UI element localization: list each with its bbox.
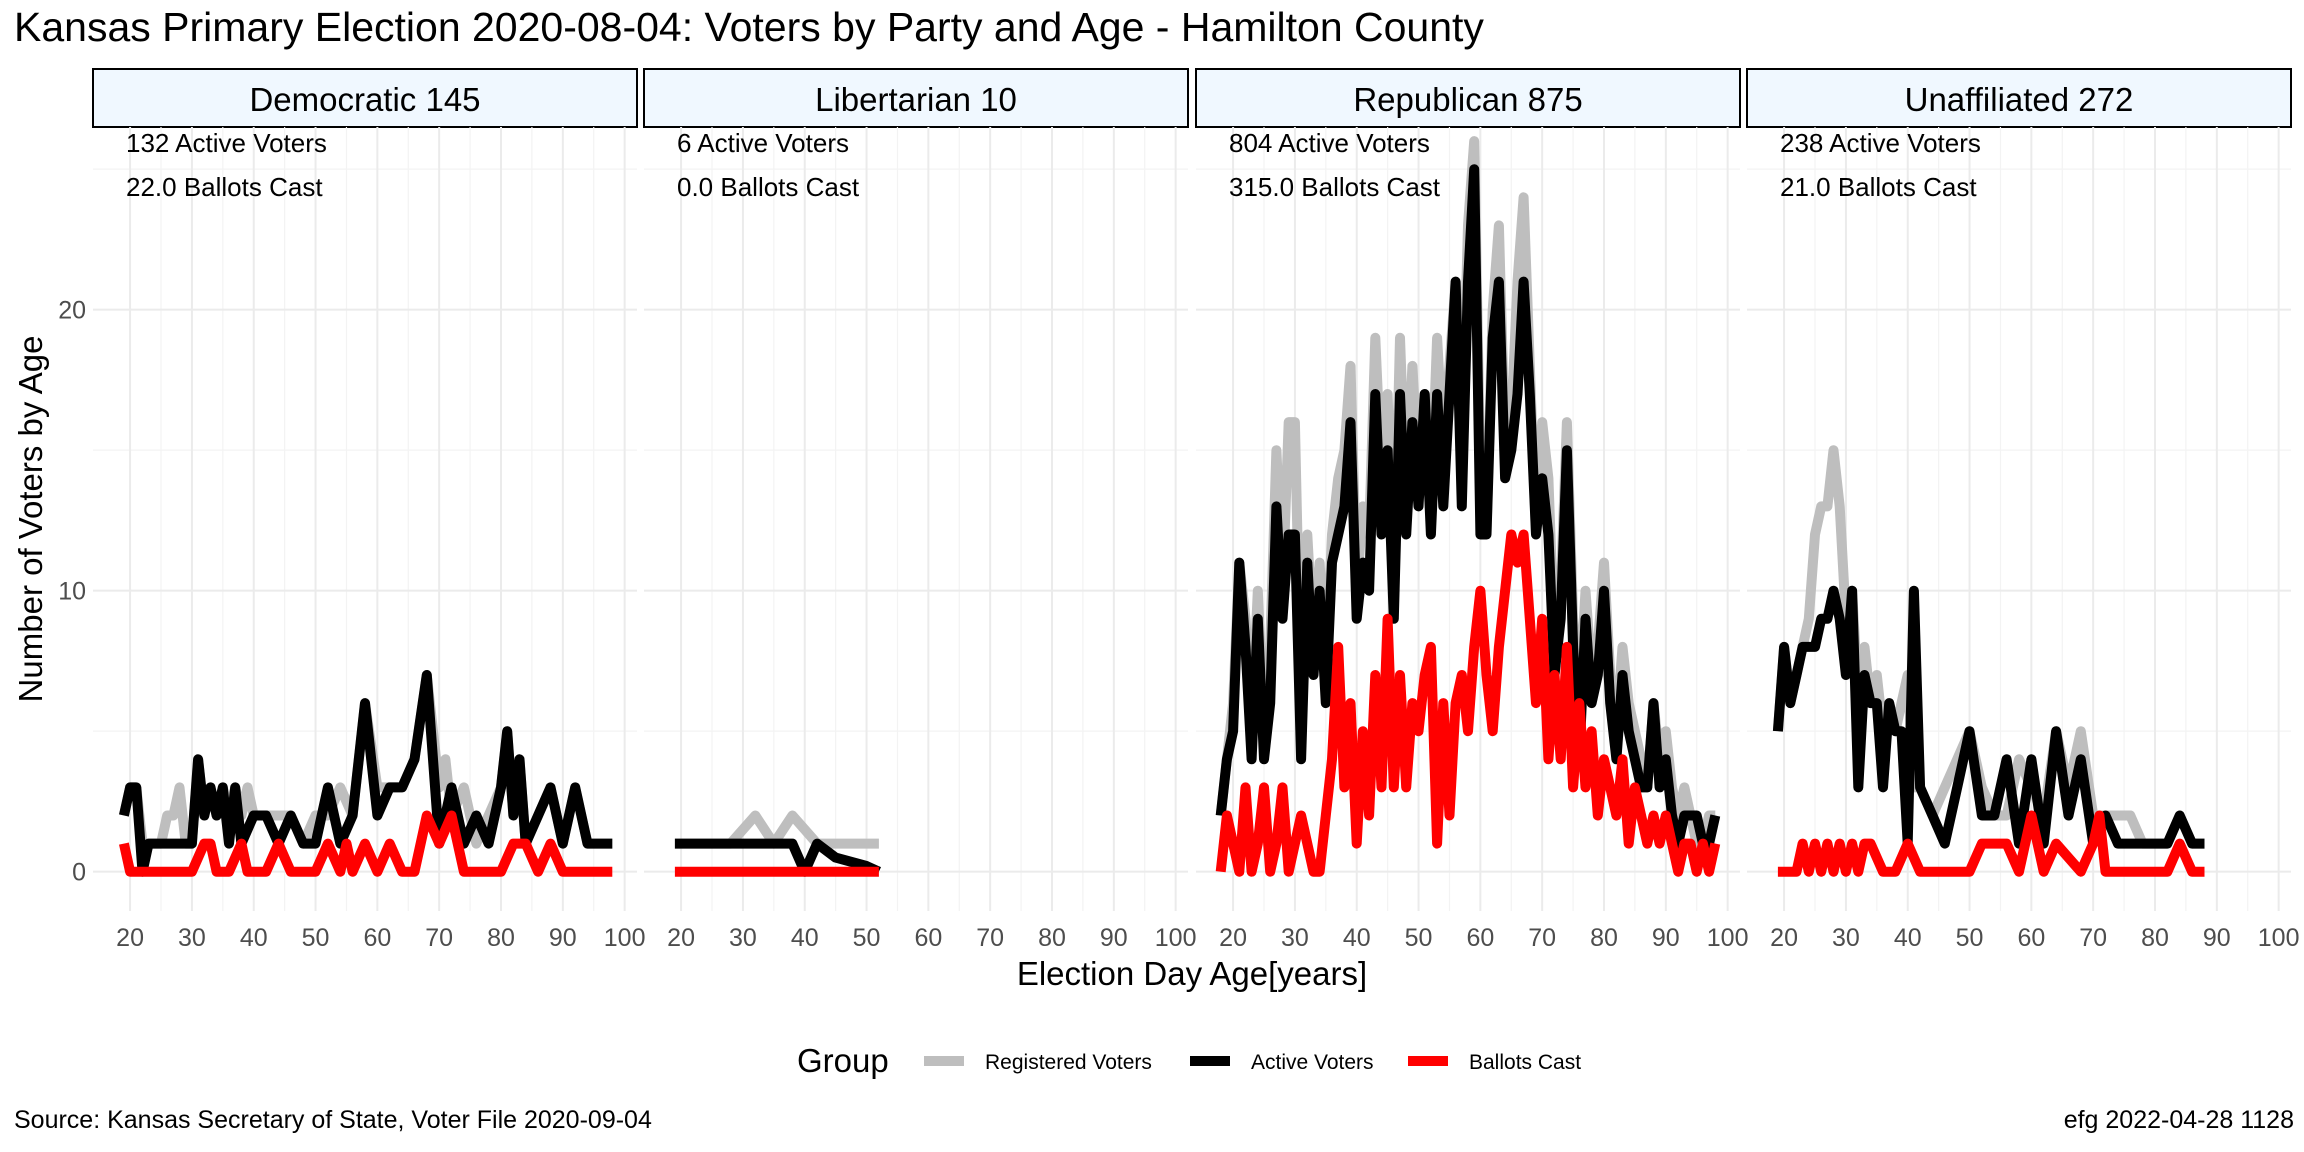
panel-annotation: 22.0 Ballots Cast	[126, 172, 323, 202]
y-axis-title: Number of Voters by Age	[12, 336, 49, 703]
facet-strip-label: Democratic 145	[249, 81, 480, 118]
panel-annotation: 132 Active Voters	[126, 128, 327, 158]
x-tick-label: 40	[240, 924, 268, 952]
x-tick-label: 20	[1219, 924, 1247, 952]
x-tick-label: 30	[729, 924, 757, 952]
x-tick-label: 90	[549, 924, 577, 952]
series-line-active-voters	[674, 838, 881, 877]
y-tick-label: 0	[72, 859, 86, 887]
x-tick-label: 80	[2141, 924, 2169, 952]
timestamp-note: efg 2022-04-28 1128	[2063, 1106, 2294, 1134]
y-tick-label: 20	[58, 297, 86, 325]
facet-strip-unaffiliated-272	[1746, 68, 2292, 128]
x-tick-label: 50	[1956, 924, 1984, 952]
series-line-ballots-cast	[1215, 529, 1721, 877]
x-tick-label: 40	[791, 924, 819, 952]
x-tick-label: 30	[1832, 924, 1860, 952]
x-tick-label: 90	[1100, 924, 1128, 952]
panel-annotation: 238 Active Voters	[1780, 128, 1981, 158]
x-tick-label: 20	[1770, 924, 1798, 952]
x-tick-label: 80	[1038, 924, 1066, 952]
x-tick-label: 80	[487, 924, 515, 952]
x-tick-label: 70	[2079, 924, 2107, 952]
facet-strip-label: Republican 875	[1353, 81, 1582, 118]
x-tick-label: 100	[604, 924, 646, 952]
x-tick-label: 20	[667, 924, 695, 952]
panel-annotation: 21.0 Ballots Cast	[1780, 172, 1977, 202]
legend-label: Ballots Cast	[1469, 1051, 1581, 1074]
x-tick-label: 60	[914, 924, 942, 952]
x-tick-label: 100	[1155, 924, 1197, 952]
legend-label: Registered Voters	[985, 1051, 1152, 1074]
x-tick-label: 40	[1343, 924, 1371, 952]
series-line-active-voters	[1772, 585, 2205, 849]
x-tick-label: 60	[363, 924, 391, 952]
x-tick-label: 60	[2017, 924, 2045, 952]
legend-title: Group	[797, 1042, 889, 1079]
x-tick-label: 80	[1590, 924, 1618, 952]
facet-strip-label: Unaffiliated 272	[1905, 81, 2134, 118]
x-tick-label: 30	[1281, 924, 1309, 952]
x-tick-label: 40	[1894, 924, 1922, 952]
series-line-active-voters	[119, 670, 613, 877]
chart-title: Kansas Primary Election 2020-08-04: Vote…	[14, 4, 1484, 50]
x-tick-label: 50	[853, 924, 881, 952]
x-tick-label: 70	[425, 924, 453, 952]
series-line-ballots-cast	[1777, 810, 2205, 877]
x-tick-label: 100	[2258, 924, 2300, 952]
facet-strip-libertarian-10	[643, 68, 1189, 128]
x-axis-title: Election Day Age[years]	[1017, 955, 1367, 992]
x-tick-label: 50	[302, 924, 330, 952]
panel-annotation: 315.0 Ballots Cast	[1229, 172, 1441, 202]
x-tick-label: 20	[116, 924, 144, 952]
panel-annotation: 804 Active Voters	[1229, 128, 1430, 158]
series-line-registered-voters	[674, 810, 879, 849]
panel-annotation: 0.0 Ballots Cast	[677, 172, 860, 202]
facet-strip-republican-875	[1195, 68, 1741, 128]
x-tick-label: 70	[1528, 924, 1556, 952]
facet-strip-democratic-145	[92, 68, 638, 128]
x-tick-label: 70	[976, 924, 1004, 952]
x-tick-label: 30	[178, 924, 206, 952]
panel-annotation: 6 Active Voters	[677, 128, 849, 158]
x-tick-label: 90	[2203, 924, 2231, 952]
x-tick-label: 90	[1652, 924, 1680, 952]
x-tick-label: 50	[1405, 924, 1433, 952]
y-tick-label: 10	[58, 578, 86, 606]
facet-strip-label: Libertarian 10	[815, 81, 1017, 118]
legend-label: Active Voters	[1251, 1051, 1374, 1074]
x-tick-label: 100	[1707, 924, 1749, 952]
series-line-active-voters	[1215, 164, 1721, 849]
series-line-ballots-cast	[119, 810, 613, 877]
source-note: Source: Kansas Secretary of State, Voter…	[14, 1106, 652, 1134]
x-tick-label: 60	[1466, 924, 1494, 952]
